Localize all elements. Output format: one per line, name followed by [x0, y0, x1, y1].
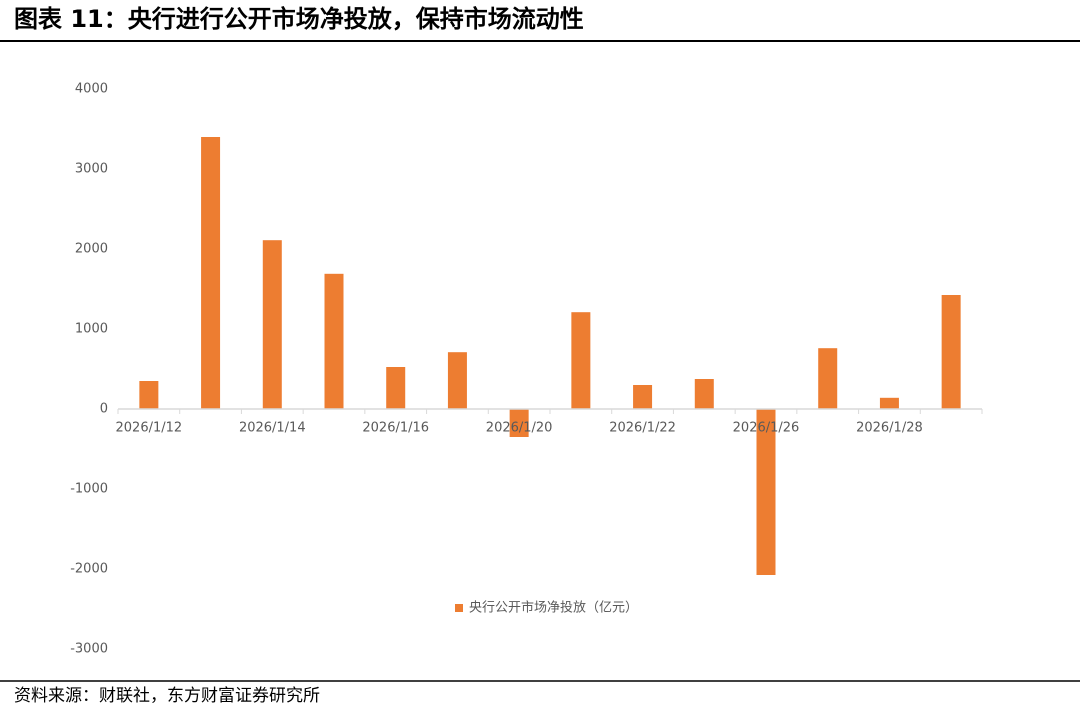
bar: [262, 240, 282, 409]
legend-label: 央行公开市场净投放（亿元）: [469, 600, 638, 616]
x-tick-label: 2026/1/28: [856, 421, 923, 436]
y-tick-label: 3000: [75, 162, 108, 177]
bar: [447, 352, 467, 409]
bar: [756, 409, 776, 575]
bar: [941, 295, 961, 409]
bar: [324, 273, 344, 409]
x-tick-label: 2026/1/12: [116, 421, 183, 436]
y-tick-label: 0: [100, 402, 108, 417]
bar: [509, 409, 529, 437]
bar: [386, 367, 406, 409]
source: 资料来源：财联社，东方财富证券研究所: [14, 686, 320, 706]
y-tick-label: -2000: [70, 562, 108, 577]
y-tick-label: -1000: [70, 482, 108, 497]
bar: [571, 312, 591, 409]
x-tick-label: 2026/1/16: [362, 421, 429, 436]
bar: [139, 381, 159, 409]
y-tick-label: -3000: [70, 642, 108, 657]
y-tick-label: 1000: [75, 322, 108, 337]
x-tick-label: 2026/1/26: [733, 421, 800, 436]
x-tick-label: 2026/1/22: [609, 421, 676, 436]
x-tick-label: 2026/1/14: [239, 421, 306, 436]
bar: [694, 379, 714, 409]
bar: [633, 385, 653, 409]
x-tick-label: 2026/1/20: [486, 421, 553, 436]
legend-swatch: [455, 604, 463, 612]
chart-title: 图表 11：央行进行公开市场净投放，保持市场流动性: [14, 5, 584, 33]
bar: [818, 348, 838, 409]
bar: [201, 137, 221, 409]
y-tick-label: 4000: [75, 82, 108, 97]
y-tick-label: 2000: [75, 242, 108, 257]
bar: [879, 397, 899, 409]
